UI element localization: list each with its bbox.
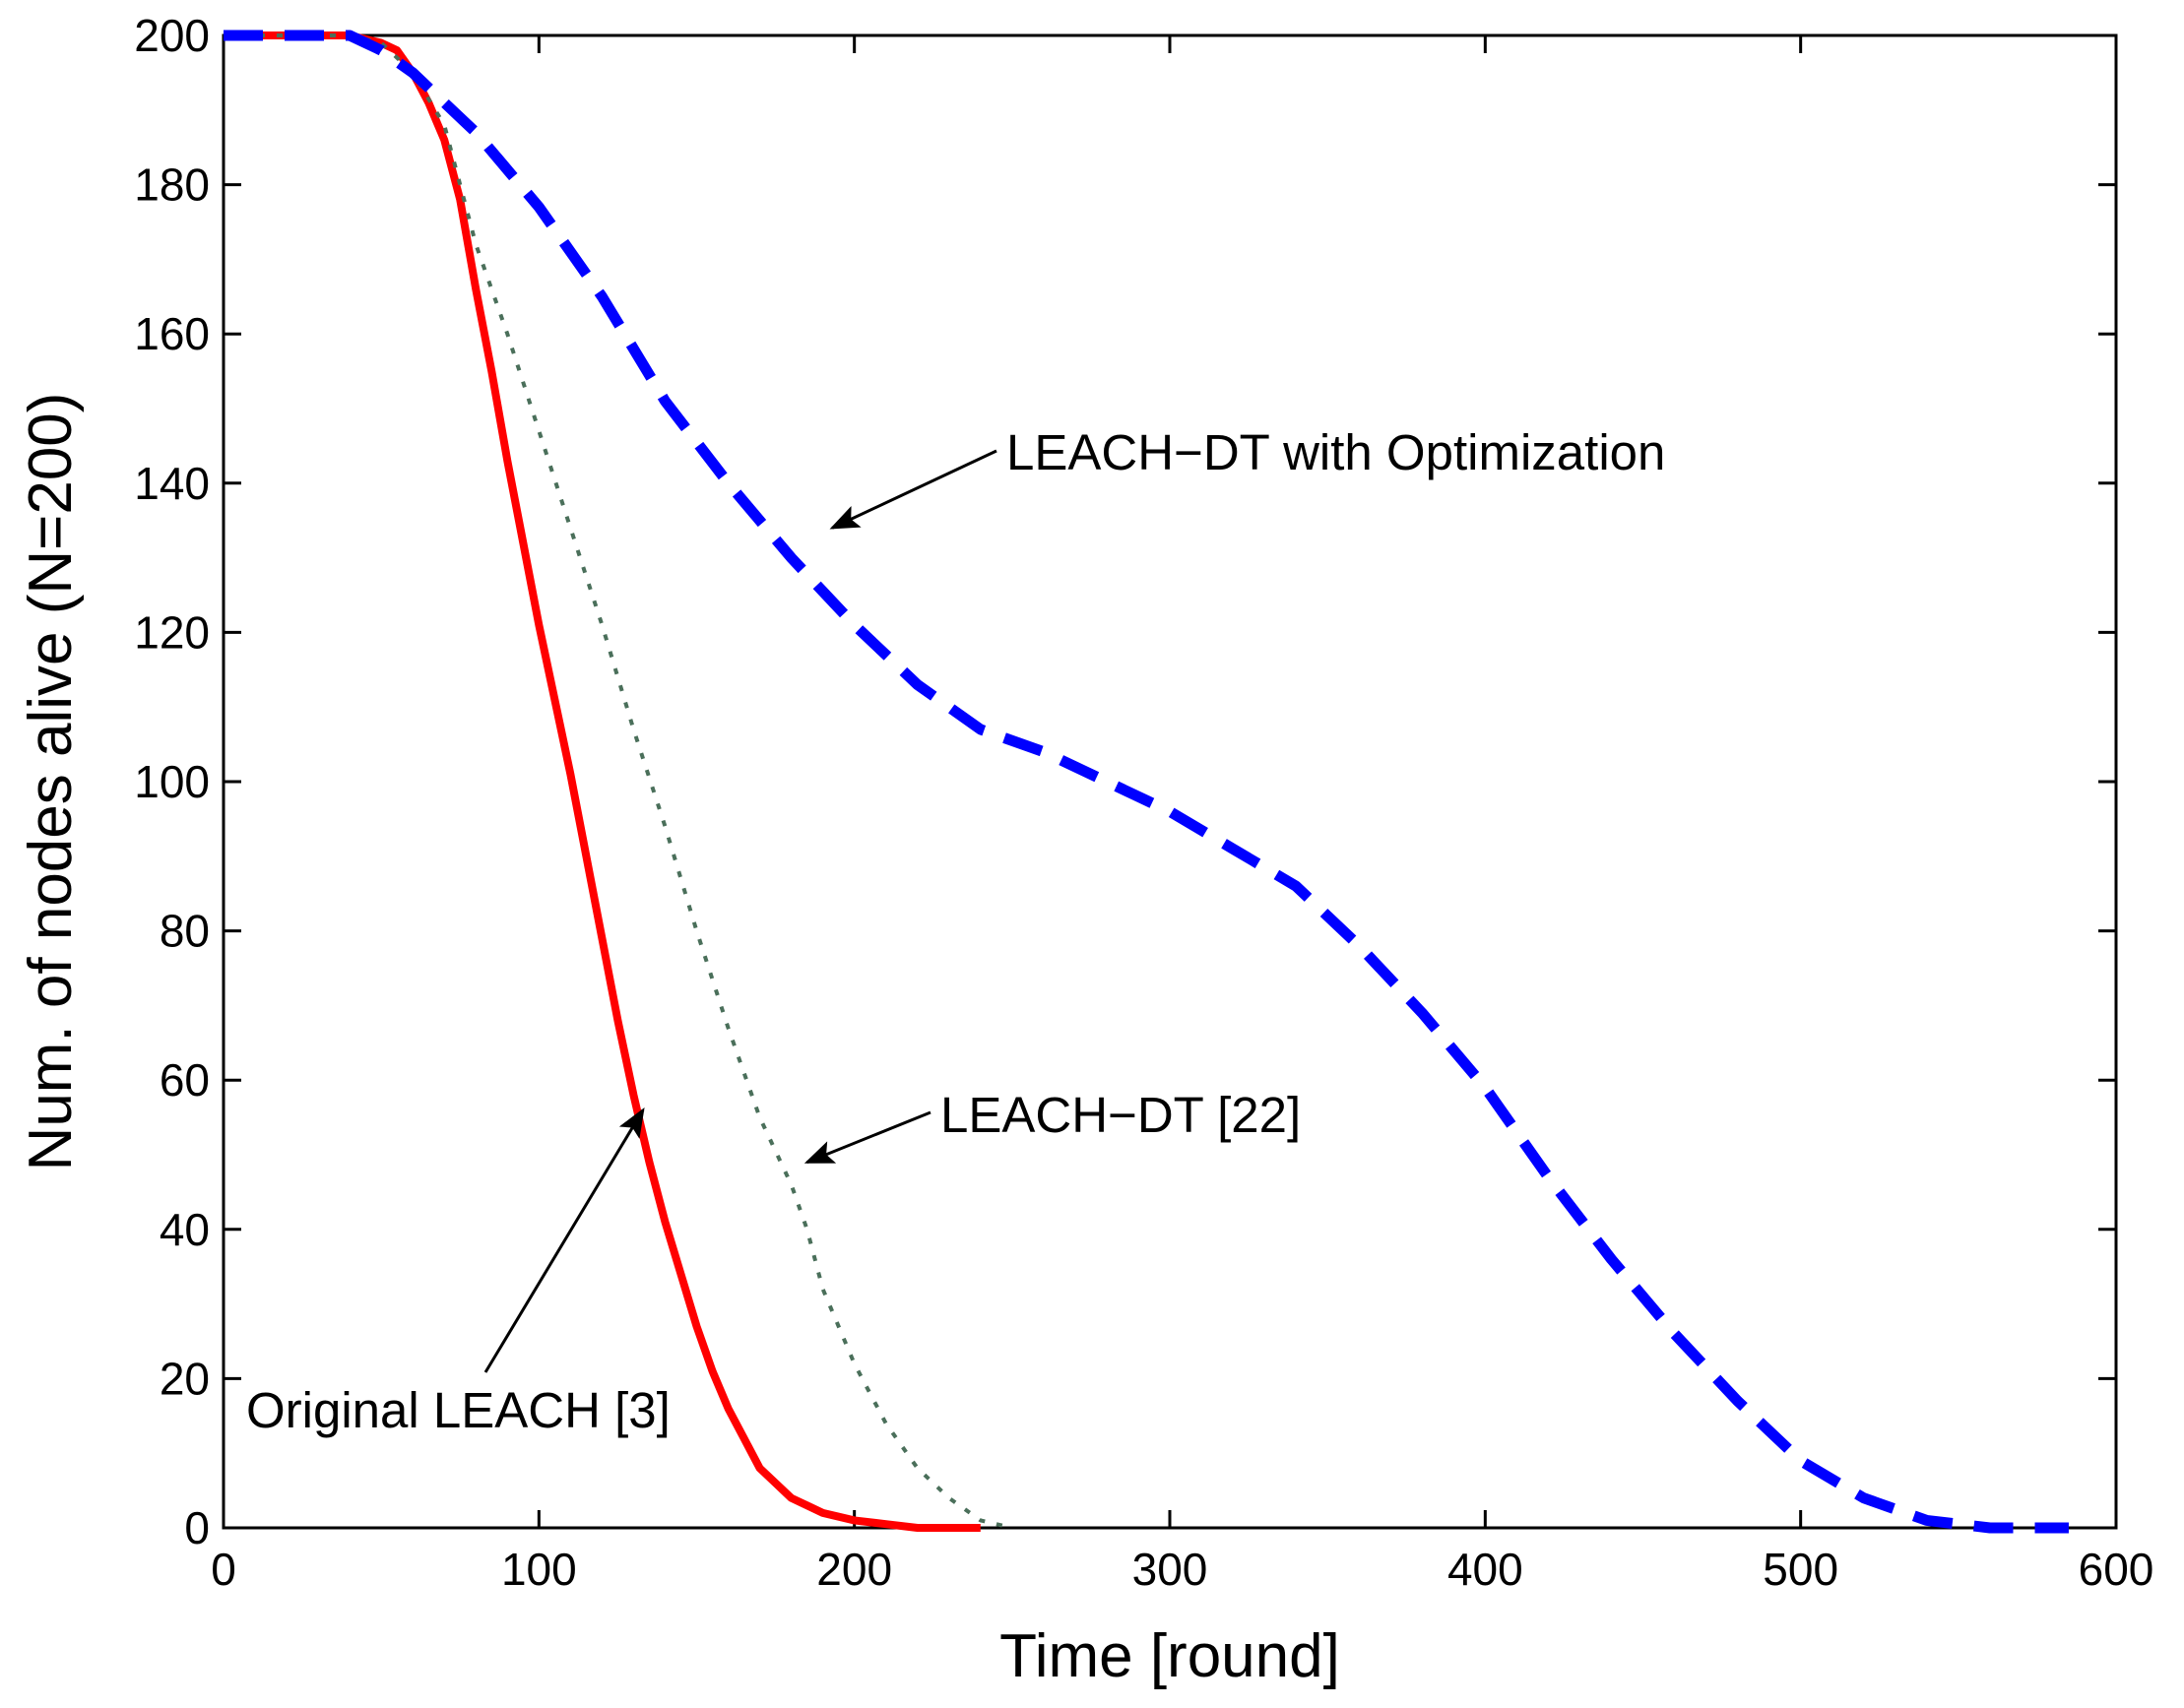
y-axis-label: Num. of nodes alive (N=200): [17, 393, 85, 1171]
y-tick-label-0: 0: [184, 1502, 210, 1553]
x-tick-label-500: 500: [1763, 1544, 1838, 1595]
x-axis-label: Time [round]: [999, 1622, 1340, 1690]
y-tick-label-20: 20: [160, 1353, 210, 1404]
y-tick-label-80: 80: [160, 906, 210, 957]
axis-ticks: 0 100 200 300 400 500 600 0 20 40 60 80 100 120 140 160…: [134, 10, 2153, 1595]
annotation-arrow-1: [803, 1110, 931, 1164]
annotation-arrow-0: [829, 449, 997, 530]
y-tick-label-60: 60: [160, 1054, 210, 1106]
x-tick-label-600: 600: [2079, 1544, 2154, 1595]
series-line-original-leach-3: [224, 32, 981, 1532]
y-tick-label-180: 180: [134, 159, 210, 211]
series-line-leach-dt-with-optimization: [224, 30, 2069, 1534]
y-tick-label-200: 200: [134, 10, 210, 61]
x-tick-label-400: 400: [1447, 1544, 1523, 1595]
y-tick-label-160: 160: [134, 308, 210, 359]
plot-area: [222, 33, 2118, 1530]
y-tick-label-120: 120: [134, 606, 210, 658]
x-tick-label-300: 300: [1132, 1544, 1208, 1595]
y-tick-label-140: 140: [134, 458, 210, 509]
series-group: [224, 30, 2069, 1534]
annotation-label-1: LEACH−DT [22]: [940, 1087, 1301, 1143]
x-tick-label-100: 100: [501, 1544, 577, 1595]
annotations-group: LEACH−DT with Optimization LEACH−DT [22] O…: [246, 424, 1665, 1438]
y-tick-label-40: 40: [160, 1204, 210, 1255]
annotation-label-0: LEACH−DT with Optimization: [1006, 424, 1665, 480]
y-tick-label-100: 100: [134, 756, 210, 807]
x-tick-label-0: 0: [211, 1544, 236, 1595]
x-tick-label-200: 200: [816, 1544, 892, 1595]
annotation-label-2: Original LEACH [3]: [246, 1382, 671, 1438]
annotation-arrow-2: [483, 1107, 645, 1373]
